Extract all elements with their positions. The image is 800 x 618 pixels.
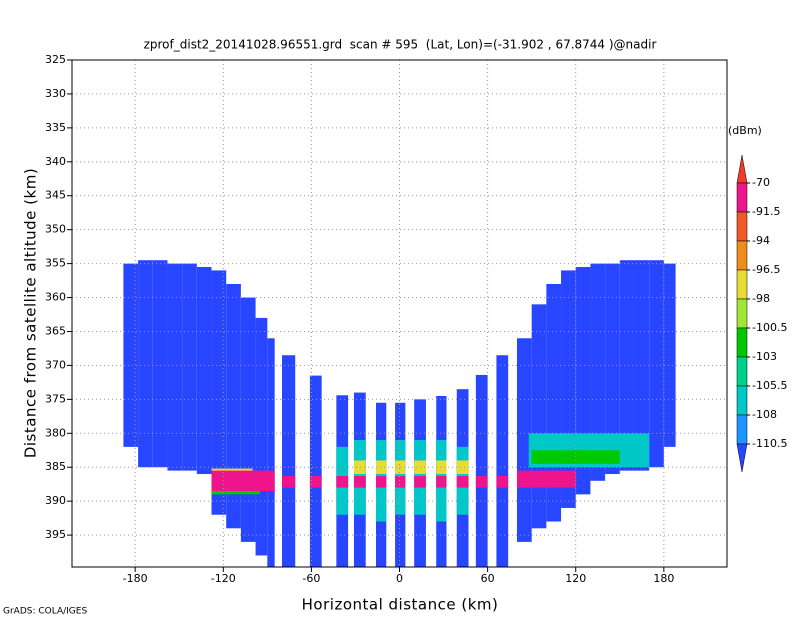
y-tick-label: 325 xyxy=(45,53,66,66)
x-tick-label: -180 xyxy=(123,572,148,585)
field-cell xyxy=(211,468,253,472)
field-cell xyxy=(376,460,387,475)
colorbar-box xyxy=(736,154,748,184)
field-cell xyxy=(138,260,153,468)
field-cell xyxy=(414,476,426,488)
colorbar-box xyxy=(736,327,748,358)
colorbar-box xyxy=(736,211,748,242)
y-tick-label: 365 xyxy=(45,324,66,337)
colorbar-label: -105.5 xyxy=(752,379,787,392)
footer: GrADS: COLA/IGES xyxy=(3,607,87,617)
y-tick-label: 330 xyxy=(45,87,66,100)
colorbar-label: -100.5 xyxy=(752,321,787,334)
x-tick-label: -120 xyxy=(211,572,236,585)
x-tick-label: -60 xyxy=(302,572,320,585)
y-tick-label: 370 xyxy=(45,358,66,371)
field-cell xyxy=(282,355,296,567)
field-cell xyxy=(663,263,676,447)
field-cell xyxy=(196,267,212,475)
y-axis-title: Distance from satellite altitude (km) xyxy=(22,168,40,458)
field-cell xyxy=(516,338,532,542)
field-cell xyxy=(436,476,447,488)
field-cell xyxy=(516,470,576,488)
y-tick-label: 335 xyxy=(45,121,66,134)
field-cell xyxy=(240,297,256,542)
colorbar-box xyxy=(736,356,748,387)
colorbar-label: -98 xyxy=(752,292,770,305)
y-tick-label: 350 xyxy=(45,223,66,236)
y-tick-label: 395 xyxy=(45,528,66,541)
colorbar-unit: (dBm) xyxy=(728,124,762,137)
field-cell xyxy=(456,460,469,475)
colorbar-box xyxy=(736,269,748,300)
field-cell xyxy=(267,338,275,567)
field-cell xyxy=(531,450,620,464)
field-cell xyxy=(152,260,168,468)
y-tick-label: 390 xyxy=(45,494,66,507)
field-cell xyxy=(605,263,620,475)
field-cell xyxy=(309,476,322,488)
colorbar-label: -94 xyxy=(752,234,770,247)
field-cell xyxy=(649,260,664,468)
field-cell xyxy=(182,263,197,471)
field-cell xyxy=(496,355,509,567)
colorbar-box xyxy=(736,298,748,329)
field-cell xyxy=(282,476,296,488)
x-tick-label: 0 xyxy=(396,572,403,585)
y-tick-label: 345 xyxy=(45,189,66,202)
field-cell xyxy=(496,476,509,488)
colorbar-label: -110.5 xyxy=(752,437,787,450)
field-cell xyxy=(395,476,406,488)
y-tick-label: 340 xyxy=(45,155,66,168)
y-tick-label: 360 xyxy=(45,291,66,304)
colorbar-label: -103 xyxy=(752,350,777,363)
x-tick-label: 120 xyxy=(565,572,586,585)
field-cell xyxy=(475,476,488,488)
x-axis-title: Horizontal distance (km) xyxy=(302,596,499,614)
field-cell xyxy=(211,470,275,491)
field-cell xyxy=(211,270,227,515)
y-tick-label: 385 xyxy=(45,460,66,473)
x-tick-label: 60 xyxy=(481,572,495,585)
field-cell xyxy=(376,476,387,488)
colorbar-label: -70 xyxy=(752,176,770,189)
field-cell xyxy=(336,476,349,488)
field-cell xyxy=(167,263,183,471)
field xyxy=(123,260,676,567)
colorbar-label: -108 xyxy=(752,408,777,421)
y-tick-label: 355 xyxy=(45,257,66,270)
field-cell xyxy=(436,460,447,475)
colorbar-label: -91.5 xyxy=(752,205,780,218)
y-tick-label: 375 xyxy=(45,392,66,405)
field-cell xyxy=(123,263,139,447)
colorbar-box xyxy=(736,240,748,271)
colorbar-label: -96.5 xyxy=(752,263,780,276)
field-cell xyxy=(255,317,268,556)
y-tick-label: 380 xyxy=(45,426,66,439)
field-cell xyxy=(634,260,650,471)
field-cell xyxy=(619,260,635,471)
colorbar-box xyxy=(736,182,748,213)
field-cell xyxy=(353,460,366,475)
field-cell xyxy=(353,476,366,488)
field-cell xyxy=(226,283,241,529)
field-cell xyxy=(211,490,260,495)
colorbar-box xyxy=(736,443,748,473)
field-cell xyxy=(531,304,547,529)
axes: -180 -120 -60 0 60 120 180 325 330 335 340 345 350 35… xyxy=(45,53,787,585)
chart-title: zprof_dist2_20141028.96551.grd scan # 59… xyxy=(144,38,657,52)
field-cell xyxy=(309,375,322,567)
colorbar-box xyxy=(736,414,748,445)
field-cell xyxy=(590,263,606,481)
colorbar-box xyxy=(736,385,748,416)
field-cell xyxy=(456,476,469,488)
x-tick-label: 180 xyxy=(653,572,674,585)
plot-frame xyxy=(71,59,728,568)
field-cell xyxy=(475,374,488,567)
